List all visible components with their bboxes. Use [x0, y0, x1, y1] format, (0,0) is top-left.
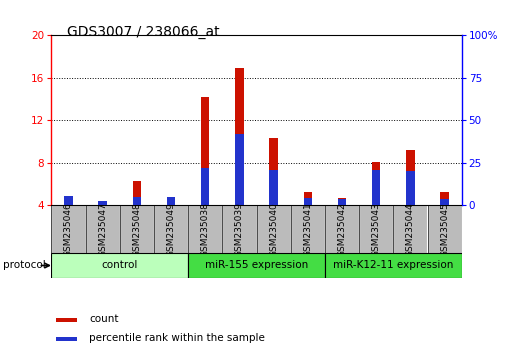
Bar	[98, 202, 107, 205]
Text: GSM235040: GSM235040	[269, 202, 278, 257]
Bar	[338, 198, 346, 205]
Bar	[440, 192, 449, 205]
Bar	[325, 205, 359, 253]
Bar	[406, 150, 415, 205]
Text: count: count	[89, 314, 119, 324]
Text: GSM235042: GSM235042	[338, 202, 346, 257]
Bar	[201, 97, 209, 205]
Text: GSM235048: GSM235048	[132, 202, 141, 257]
Bar	[64, 196, 73, 205]
Bar	[325, 253, 462, 278]
Bar	[64, 198, 73, 205]
Bar	[51, 253, 188, 278]
Bar	[359, 205, 393, 253]
Bar	[98, 201, 107, 205]
Bar	[427, 205, 462, 253]
Bar	[120, 205, 154, 253]
Bar	[256, 205, 291, 253]
Bar	[188, 205, 222, 253]
Text: GSM235047: GSM235047	[98, 202, 107, 257]
Bar	[269, 138, 278, 205]
Bar	[201, 168, 209, 205]
Text: GSM235045: GSM235045	[440, 202, 449, 257]
Bar	[132, 197, 141, 205]
Text: GSM235043: GSM235043	[372, 202, 381, 257]
Bar	[86, 205, 120, 253]
Bar	[269, 171, 278, 205]
Bar	[55, 318, 76, 322]
Bar	[167, 197, 175, 205]
Bar	[393, 205, 427, 253]
Text: GSM235049: GSM235049	[167, 202, 175, 257]
Text: GSM235038: GSM235038	[201, 202, 210, 257]
Bar	[304, 192, 312, 205]
Text: GSM235041: GSM235041	[303, 202, 312, 257]
Bar	[222, 205, 256, 253]
Text: GSM235039: GSM235039	[235, 202, 244, 257]
Bar	[132, 181, 141, 205]
Text: GDS3007 / 238066_at: GDS3007 / 238066_at	[67, 25, 220, 39]
Bar	[188, 253, 325, 278]
Text: protocol: protocol	[3, 260, 45, 270]
Text: miR-155 expression: miR-155 expression	[205, 261, 308, 270]
Bar	[372, 162, 381, 205]
Bar	[372, 171, 381, 205]
Bar	[51, 205, 86, 253]
Text: GSM235044: GSM235044	[406, 202, 415, 257]
Bar	[154, 205, 188, 253]
Text: control: control	[102, 261, 138, 270]
Text: GSM235046: GSM235046	[64, 202, 73, 257]
Bar	[304, 198, 312, 205]
Bar	[440, 199, 449, 205]
Bar	[291, 205, 325, 253]
Text: miR-K12-11 expression: miR-K12-11 expression	[333, 261, 453, 270]
Text: percentile rank within the sample: percentile rank within the sample	[89, 333, 265, 343]
Bar	[55, 337, 76, 341]
Bar	[235, 68, 244, 205]
Bar	[235, 134, 244, 205]
Bar	[406, 171, 415, 205]
Bar	[167, 202, 175, 205]
Bar	[338, 199, 346, 205]
